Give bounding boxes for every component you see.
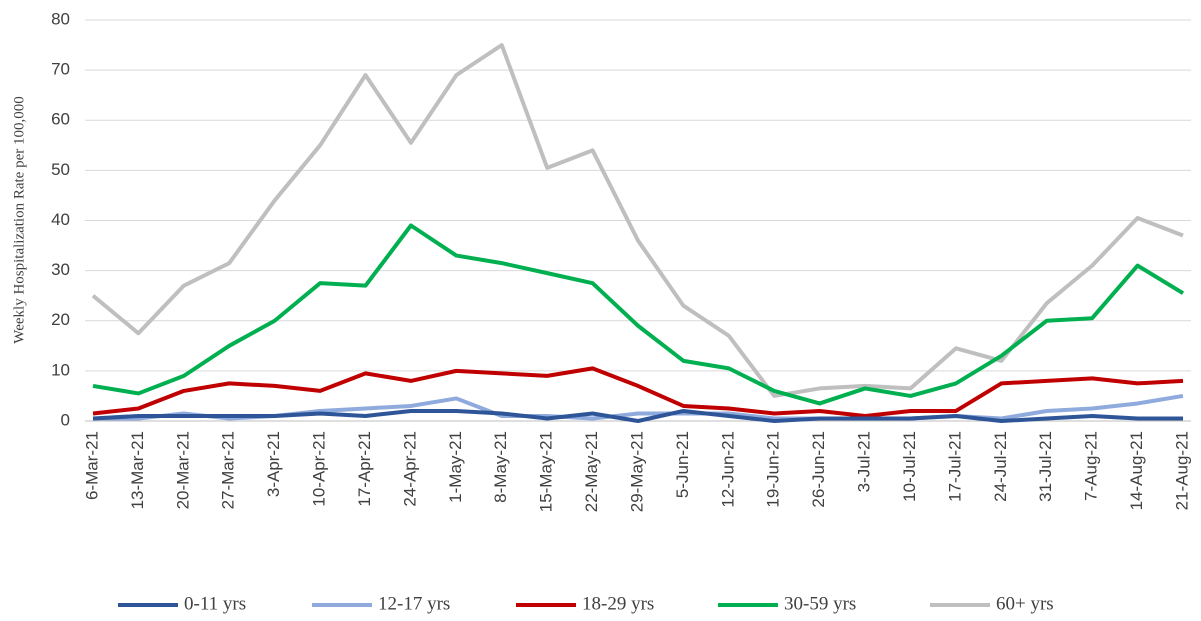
y-tick-label: 30 xyxy=(51,260,70,279)
x-tick-label: 17-Apr-21 xyxy=(355,431,374,507)
x-tick-label: 21-Aug-21 xyxy=(1172,431,1191,510)
x-tick-label: 3-Jul-21 xyxy=(855,431,874,492)
x-tick-label: 6-Mar-21 xyxy=(82,431,101,500)
y-tick-label: 50 xyxy=(51,160,70,179)
legend-label: 30-59 yrs xyxy=(784,593,856,614)
series-line xyxy=(92,366,1184,418)
y-tick-label: 0 xyxy=(61,410,70,429)
series-line xyxy=(92,223,1185,406)
legend-label: 0-11 yrs xyxy=(184,593,246,614)
x-tick-label: 19-Jun-21 xyxy=(764,431,783,508)
legend-label: 60+ yrs xyxy=(996,593,1054,614)
x-tick-label: 10-Jul-21 xyxy=(900,431,919,502)
x-tick-label: 27-Mar-21 xyxy=(219,431,238,509)
x-tick-label: 3-Apr-21 xyxy=(264,431,283,497)
y-axis-label: Weekly Hospitalization Rate per 100,000 xyxy=(11,96,27,343)
x-tick-label: 5-Jun-21 xyxy=(673,431,692,498)
legend-label: 12-17 yrs xyxy=(378,593,450,614)
x-tick-label: 10-Apr-21 xyxy=(310,431,329,507)
x-tick-label: 15-May-21 xyxy=(537,431,556,512)
x-tick-label: 8-May-21 xyxy=(491,431,510,503)
x-tick-label: 20-Mar-21 xyxy=(173,431,192,509)
x-tick-label: 1-May-21 xyxy=(446,431,465,503)
y-tick-label: 70 xyxy=(51,60,70,79)
x-tick-label: 17-Jul-21 xyxy=(945,431,964,502)
y-tick-label: 60 xyxy=(51,110,70,129)
series-line xyxy=(91,43,1184,398)
x-tick-label: 24-Jul-21 xyxy=(991,431,1010,502)
y-tick-label: 20 xyxy=(51,310,70,329)
x-tick-label: 22-May-21 xyxy=(582,431,601,512)
x-tick-label: 31-Jul-21 xyxy=(1036,431,1055,502)
x-tick-label: 12-Jun-21 xyxy=(718,431,737,508)
x-tick-label: 26-Jun-21 xyxy=(809,431,828,508)
y-tick-label: 40 xyxy=(51,210,70,229)
series-line xyxy=(92,408,1183,423)
x-tick-label: 29-May-21 xyxy=(627,431,646,512)
x-tick-label: 24-Apr-21 xyxy=(400,431,419,507)
x-tick-label: 7-Aug-21 xyxy=(1082,431,1101,501)
y-tick-label: 10 xyxy=(51,360,70,379)
legend-label: 18-29 yrs xyxy=(582,593,654,614)
y-tick-label: 80 xyxy=(51,9,70,28)
x-tick-label: 14-Aug-21 xyxy=(1127,431,1146,510)
x-tick-label: 13-Mar-21 xyxy=(128,431,147,509)
